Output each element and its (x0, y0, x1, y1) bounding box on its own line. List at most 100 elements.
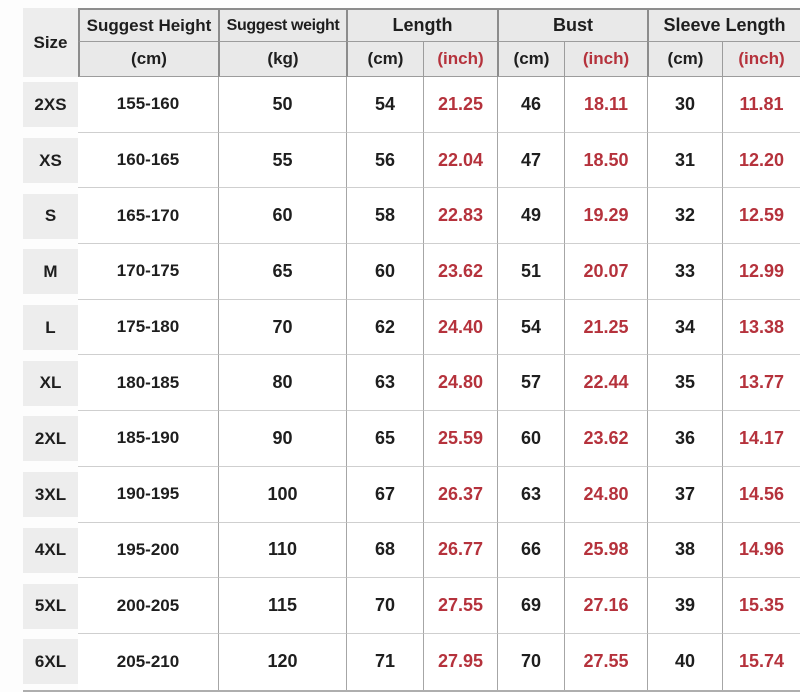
cell-weight-kg: 110 (218, 522, 346, 579)
cell-sleeve-cm: 37 (647, 466, 722, 523)
cell-length-inch: 25.59 (423, 411, 497, 467)
cell-length-cm: 63 (346, 355, 423, 412)
cell-height-cm: 165-170 (78, 188, 218, 245)
size-label: XL (23, 360, 78, 406)
cell-size: 2XS (23, 77, 78, 133)
cell-size: 2XL (23, 411, 78, 467)
cell-length-cm: 54 (346, 77, 423, 133)
table-row: 6XL 205-210 120 71 27.95 70 27.55 40 15.… (23, 633, 800, 690)
cell-length-cm: 56 (346, 132, 423, 189)
cell-height-cm: 190-195 (78, 466, 218, 523)
cell-bust-cm: 49 (497, 188, 564, 245)
header-length: Length (346, 8, 497, 42)
cell-length-inch: 24.40 (423, 299, 497, 356)
subheader-sleeve-inch: (inch) (722, 42, 800, 77)
table-body: 2XS 155-160 50 54 21.25 46 18.11 30 11.8… (23, 77, 800, 692)
table-row: L 175-180 70 62 24.40 54 21.25 34 13.38 (23, 299, 800, 356)
size-label: M (23, 249, 78, 295)
cell-bust-inch: 25.98 (564, 522, 647, 579)
cell-weight-kg: 50 (218, 77, 346, 133)
header-bust: Bust (497, 8, 647, 42)
cell-sleeve-inch: 14.56 (722, 466, 800, 523)
table-row: 2XS 155-160 50 54 21.25 46 18.11 30 11.8… (23, 77, 800, 133)
cell-length-inch: 23.62 (423, 244, 497, 300)
cell-bust-cm: 63 (497, 466, 564, 523)
cell-bust-cm: 54 (497, 299, 564, 356)
cell-sleeve-inch: 14.96 (722, 522, 800, 579)
cell-length-cm: 67 (346, 466, 423, 523)
cell-sleeve-cm: 34 (647, 299, 722, 356)
cell-size: XL (23, 355, 78, 411)
cell-length-inch: 26.77 (423, 522, 497, 579)
size-label: 5XL (23, 583, 78, 629)
cell-weight-kg: 120 (218, 633, 346, 690)
cell-bust-cm: 46 (497, 77, 564, 133)
cell-sleeve-cm: 38 (647, 522, 722, 579)
table-row: 3XL 190-195 100 67 26.37 63 24.80 37 14.… (23, 466, 800, 523)
cell-weight-kg: 100 (218, 466, 346, 523)
cell-weight-kg: 65 (218, 244, 346, 300)
cell-sleeve-cm: 39 (647, 578, 722, 634)
cell-bust-inch: 23.62 (564, 411, 647, 467)
size-label: 3XL (23, 472, 78, 518)
cell-length-cm: 70 (346, 578, 423, 634)
cell-sleeve-cm: 32 (647, 188, 722, 245)
subheader-length-cm: (cm) (346, 42, 423, 77)
cell-sleeve-inch: 14.17 (722, 411, 800, 467)
cell-height-cm: 185-190 (78, 411, 218, 467)
cell-sleeve-inch: 12.20 (722, 132, 800, 189)
subheader-bust-cm: (cm) (497, 42, 564, 77)
size-label: 6XL (23, 639, 78, 685)
cell-size: 5XL (23, 578, 78, 634)
cell-sleeve-inch: 13.38 (722, 299, 800, 356)
cell-sleeve-cm: 33 (647, 244, 722, 300)
cell-sleeve-cm: 31 (647, 132, 722, 189)
cell-height-cm: 180-185 (78, 355, 218, 412)
cell-length-cm: 68 (346, 522, 423, 579)
subheader-bust-inch: (inch) (564, 42, 647, 77)
cell-bust-cm: 69 (497, 578, 564, 634)
cell-size: XS (23, 133, 78, 189)
cell-length-inch: 22.83 (423, 188, 497, 245)
subheader-length-inch: (inch) (423, 42, 497, 77)
cell-size: 4XL (23, 523, 78, 579)
cell-weight-kg: 115 (218, 578, 346, 634)
cell-bust-inch: 22.44 (564, 355, 647, 412)
cell-length-inch: 22.04 (423, 132, 497, 189)
cell-height-cm: 160-165 (78, 132, 218, 189)
size-label: 2XS (23, 82, 78, 128)
header-size: Size (23, 8, 78, 77)
header-sleeve-length: Sleeve Length (647, 8, 800, 42)
subheader-height-cm: (cm) (78, 42, 218, 77)
table-row: XL 180-185 80 63 24.80 57 22.44 35 13.77 (23, 355, 800, 412)
cell-sleeve-inch: 15.35 (722, 578, 800, 634)
table-header: Size Suggest Height Suggest weight Lengt… (23, 8, 800, 77)
cell-bust-cm: 60 (497, 411, 564, 467)
cell-length-cm: 71 (346, 633, 423, 690)
cell-weight-kg: 60 (218, 188, 346, 245)
cell-height-cm: 200-205 (78, 578, 218, 634)
cell-weight-kg: 70 (218, 299, 346, 356)
cell-height-cm: 175-180 (78, 299, 218, 356)
cell-length-cm: 65 (346, 411, 423, 467)
cell-bust-cm: 47 (497, 132, 564, 189)
header-suggest-height: Suggest Height (78, 8, 218, 42)
table-row: 2XL 185-190 90 65 25.59 60 23.62 36 14.1… (23, 411, 800, 467)
cell-weight-kg: 80 (218, 355, 346, 412)
cell-height-cm: 155-160 (78, 77, 218, 133)
cell-sleeve-inch: 11.81 (722, 77, 800, 133)
cell-length-inch: 27.95 (423, 633, 497, 690)
cell-height-cm: 205-210 (78, 633, 218, 690)
cell-bust-cm: 57 (497, 355, 564, 412)
cell-sleeve-inch: 13.77 (722, 355, 800, 412)
cell-length-inch: 27.55 (423, 578, 497, 634)
cell-sleeve-inch: 12.99 (722, 244, 800, 300)
cell-bust-inch: 27.55 (564, 633, 647, 690)
cell-bust-inch: 21.25 (564, 299, 647, 356)
cell-bust-inch: 27.16 (564, 578, 647, 634)
cell-bust-inch: 18.11 (564, 77, 647, 133)
cell-length-cm: 60 (346, 244, 423, 300)
cell-length-cm: 62 (346, 299, 423, 356)
cell-size: S (23, 188, 78, 244)
